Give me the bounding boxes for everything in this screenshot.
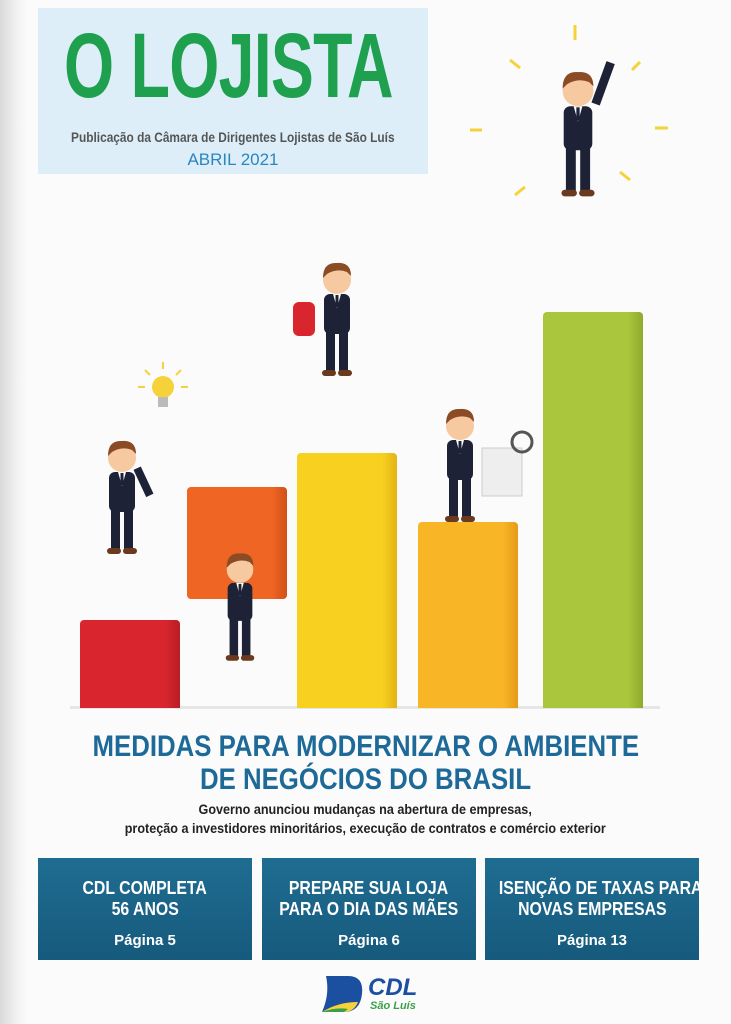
- masthead: O LOJISTA Publicação da Câmara de Dirige…: [38, 8, 428, 174]
- man-celebrating: [561, 61, 615, 197]
- publisher-line: Publicação da Câmara de Dirigentes Lojis…: [71, 130, 395, 145]
- headline-line-1: MEDIDAS PARA MODERNIZAR O AMBIENTE: [92, 730, 639, 763]
- man-lifting-block: [225, 553, 255, 661]
- cdl-flag-icon: [322, 976, 363, 1012]
- magazine-title: O LOJISTA: [64, 15, 394, 117]
- feature-box-cdl-anniversary[interactable]: CDL COMPLETA 56 ANOS Página 5: [38, 858, 252, 960]
- cdl-logo: CDL São Luís: [318, 972, 428, 1016]
- subheadline-line-2: proteção a investidores minoritários, ex…: [124, 820, 607, 836]
- lightbulb-icon: [138, 362, 188, 407]
- feature-box-mothers-day[interactable]: PREPARE SUA LOJA PARA O DIA DAS MÃES Pági…: [262, 858, 476, 960]
- page-reference: Página 5: [114, 932, 176, 949]
- page-reference: Página 13: [556, 932, 628, 949]
- man-with-idea: [107, 440, 154, 554]
- man-analyzing: [445, 408, 534, 522]
- bar-red: [80, 620, 180, 708]
- bar-amber: [418, 522, 518, 708]
- issue-date: ABRIL 2021: [187, 150, 279, 169]
- page-reference: Página 6: [338, 932, 400, 949]
- feature-box-tax-exemption[interactable]: ISENÇÃO DE TAXAS PARA NOVAS EMPRESAS Pági…: [485, 858, 702, 960]
- businessmen-figures: [107, 25, 668, 661]
- subheadline-line-1: Governo anunciou mudanças na abertura de…: [198, 801, 533, 817]
- man-jetpack: [293, 262, 352, 376]
- headline-line-2: DE NEGÓCIOS DO BRASIL: [199, 763, 532, 796]
- page-edge-shadow: [0, 0, 28, 1024]
- celebration-sparks: [470, 25, 668, 197]
- bar-green: [543, 312, 643, 708]
- bar-yellow: [297, 453, 397, 708]
